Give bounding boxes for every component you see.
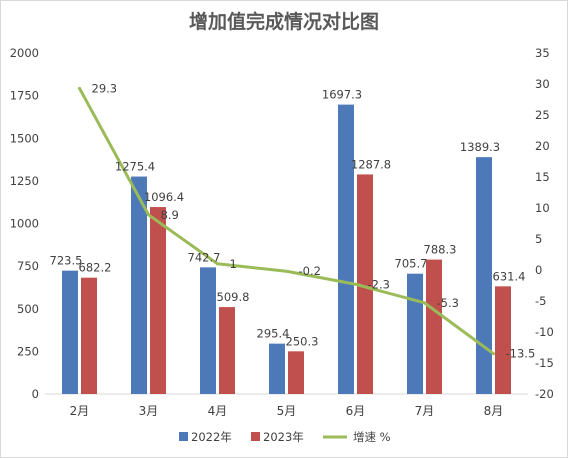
y-right-tick-label: -10 xyxy=(535,325,554,339)
y-left-tick-label: 250 xyxy=(17,344,39,358)
bar-data-label: 295.4 xyxy=(257,327,290,341)
legend-label: 增速 % xyxy=(353,430,391,444)
bar-2022年 xyxy=(476,157,492,394)
y-right-tick-label: 10 xyxy=(535,201,550,215)
bar-data-label: 509.8 xyxy=(217,290,250,304)
x-tick-label: 8月 xyxy=(484,404,504,418)
line-data-label: -5.3 xyxy=(437,296,459,310)
bar-data-label: 788.3 xyxy=(424,243,457,257)
growth-rate-point xyxy=(147,213,150,217)
bar-data-label: 1275.4 xyxy=(115,160,155,174)
legend-swatch xyxy=(179,432,188,441)
y-right-tick-label: 35 xyxy=(535,46,550,60)
y-right-tick-label: 15 xyxy=(535,170,550,184)
bar-2023年 xyxy=(81,277,97,394)
chart-title: 增加值完成情况对比图 xyxy=(189,10,379,33)
y-right-tick-label: 30 xyxy=(535,77,550,91)
line-data-label: 1 xyxy=(230,257,237,271)
growth-rate-point xyxy=(423,301,426,305)
x-tick-label: 5月 xyxy=(277,404,297,418)
legend-swatch xyxy=(251,432,260,441)
bar-data-label: 723.5 xyxy=(50,254,83,268)
bar-data-label: 1287.8 xyxy=(351,157,391,171)
bar-2023年 xyxy=(426,259,442,394)
growth-rate-point xyxy=(285,269,288,273)
y-left-tick-label: 0 xyxy=(32,387,39,401)
y-left-tick-label: 750 xyxy=(17,259,39,273)
bar-2023年 xyxy=(219,307,235,394)
x-tick-label: 6月 xyxy=(346,404,366,418)
y-right-tick-label: 20 xyxy=(535,139,550,153)
legend-label: 2022年 xyxy=(191,430,232,444)
y-left-tick-label: 1750 xyxy=(10,89,39,103)
x-tick-label: 7月 xyxy=(415,404,435,418)
bar-2022年 xyxy=(200,267,216,394)
line-data-label: -0.2 xyxy=(299,264,321,278)
bar-2022年 xyxy=(269,343,285,394)
y-right-tick-label: -15 xyxy=(535,356,554,370)
x-tick-label: 3月 xyxy=(139,404,159,418)
growth-rate-point xyxy=(354,282,357,286)
y-left-tick-label: 500 xyxy=(17,302,39,316)
line-data-label: -2.3 xyxy=(368,277,390,291)
bar-data-label: 250.3 xyxy=(286,334,319,348)
bar-data-label: 742.7 xyxy=(188,250,221,264)
bar-data-label: 1697.3 xyxy=(322,88,362,102)
bar-2023年 xyxy=(150,207,166,394)
y-left-tick-label: 1500 xyxy=(10,131,39,145)
bar-data-label: 682.2 xyxy=(79,261,112,275)
x-tick-label: 4月 xyxy=(208,404,228,418)
growth-rate-point xyxy=(78,86,81,90)
y-left-tick-label: 1250 xyxy=(10,174,39,188)
y-right-tick-label: 25 xyxy=(535,108,550,122)
line-data-label: 8.9 xyxy=(161,208,179,222)
bar-data-label: 1096.4 xyxy=(144,190,184,204)
y-right-tick-label: -5 xyxy=(535,294,546,308)
bar-2022年 xyxy=(131,176,147,394)
growth-rate-point xyxy=(492,352,495,356)
line-data-label: -13.5 xyxy=(506,347,536,361)
bar-2023年 xyxy=(495,286,511,394)
growth-rate-point xyxy=(216,262,219,266)
y-right-tick-label: -20 xyxy=(535,387,554,401)
bar-2023年 xyxy=(288,351,304,394)
line-data-label: 29.3 xyxy=(92,81,118,95)
bar-2022年 xyxy=(407,273,423,394)
x-tick-label: 2月 xyxy=(70,404,90,418)
legend-label: 2023年 xyxy=(263,430,304,444)
y-right-tick-label: 5 xyxy=(535,232,542,246)
bar-2022年 xyxy=(338,104,354,394)
y-right-tick-label: 0 xyxy=(535,263,542,277)
bar-2023年 xyxy=(357,174,373,394)
y-left-tick-label: 2000 xyxy=(10,46,39,60)
bar-data-label: 1389.3 xyxy=(460,140,500,154)
bar-data-label: 631.4 xyxy=(493,269,526,283)
y-left-tick-label: 1000 xyxy=(10,217,39,231)
bar-2022年 xyxy=(62,270,78,394)
bar-data-label: 705.7 xyxy=(395,257,428,271)
